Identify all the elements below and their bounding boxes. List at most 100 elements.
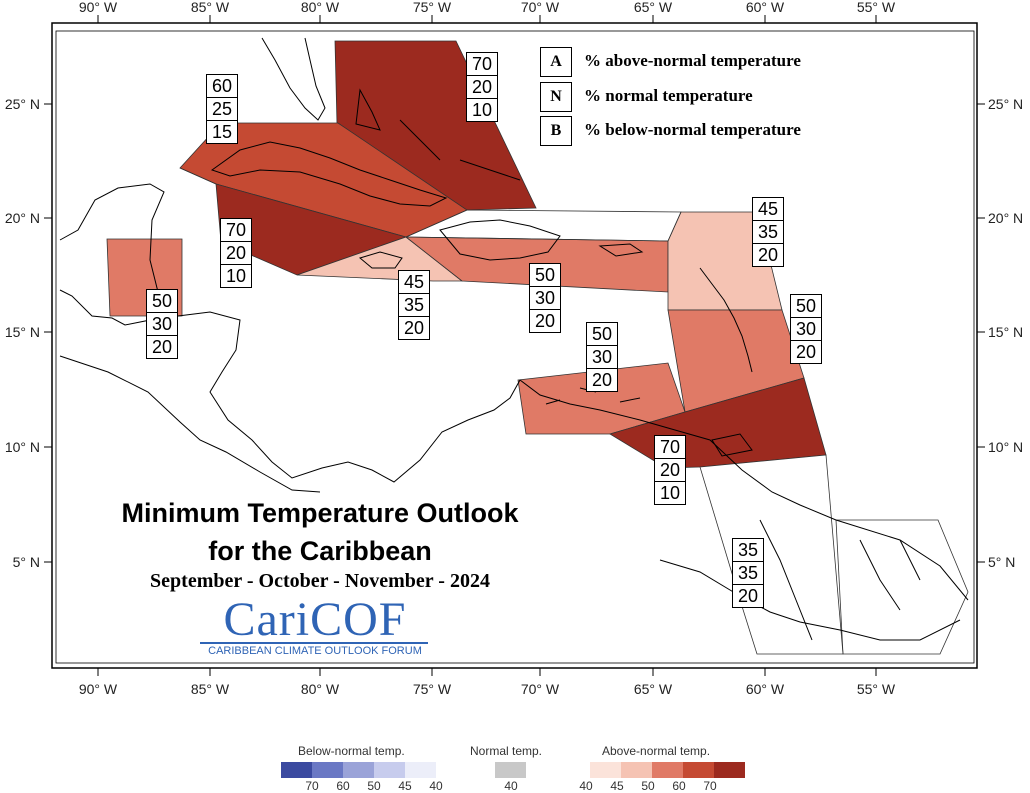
lat-label: 20° N [988,210,1023,226]
prob-box-guianas: 35 35 20 [732,538,764,608]
legend-value: 60 [336,779,350,793]
lon-label: 85° W [191,0,230,15]
lat-label: 15° N [988,324,1023,340]
lon-label: 90° W [79,681,118,697]
prob-normal: 35 [733,561,763,584]
prob-below: 20 [753,243,783,266]
prob-box-hispaniola: 50 30 20 [529,263,561,333]
legend-value: 45 [610,779,624,793]
axis-ticks [44,15,985,676]
lon-label: 80° W [301,0,340,15]
lat-label: 5° N [988,554,1015,570]
legend-swatch-below-50 [343,762,374,778]
lon-labels-bottom: 90° W 85° W 80° W 75° W 70° W 65° W 60° … [79,681,896,697]
coast-honduras [149,311,521,483]
legend-swatch-above-40 [590,762,621,778]
prob-normal: 30 [147,312,177,335]
prob-normal: 20 [467,75,497,98]
prob-above: 60 [211,76,233,96]
lon-label: 70° W [521,681,560,697]
coast-trinidad [711,433,753,457]
lon-label: 55° W [857,0,896,15]
coast-florida [261,37,326,121]
legend-swatch-above-60 [683,762,714,778]
lat-label: 25° N [5,96,40,112]
prob-below: 20 [791,340,821,363]
prob-above: 70 [471,54,493,74]
prob-above: 50 [795,296,817,316]
prob-box-cuba: 60 25 15 [206,74,238,144]
prob-box-belize: 50 30 20 [146,289,178,359]
coast-central-america [59,183,165,326]
lon-label: 60° W [746,681,785,697]
prob-below: 10 [467,98,497,121]
zone-white-box [405,209,682,242]
key-letter-a: A [540,47,572,77]
key-letter-b: B [540,116,572,146]
prob-above: 50 [591,324,613,344]
prob-below: 10 [221,264,251,287]
legend-value: 40 [504,779,518,793]
legend-value: 45 [398,779,412,793]
prob-below: 20 [147,335,177,358]
lat-labels-right: 25° N 20° N 15° N 10° N 5° N [988,96,1023,570]
prob-above: 70 [659,437,681,457]
prob-above: 50 [151,291,173,311]
lat-label: 5° N [13,554,40,570]
lon-label: 65° W [634,681,673,697]
legend-title-below: Below-normal temp. [298,744,405,758]
key-text-below: % below-normal temperature [584,120,801,139]
prob-box-trinidad: 70 20 10 [654,435,686,505]
coast-bahamas [355,88,521,181]
prob-normal: 30 [530,286,560,309]
legend-swatch-above-50 [652,762,683,778]
legend-value: 40 [429,779,443,793]
lon-label: 70° W [521,0,560,15]
lon-labels-top: 90° W 85° W 80° W 75° W 70° W 65° W 60° … [79,0,896,15]
map-period: September - October - November - 2024 [150,570,490,592]
prob-below: 20 [587,368,617,391]
legend-value: 50 [641,779,655,793]
coast-cuba [210,141,448,207]
prob-normal: 35 [399,293,429,316]
legend-swatch-below-60 [312,762,343,778]
prob-box-bahamas: 70 20 10 [466,52,498,122]
coastlines [59,37,969,641]
lat-label: 10° N [988,439,1023,455]
prob-below: 20 [399,316,429,339]
prob-normal: 25 [207,97,237,120]
coast-hispaniola [439,219,561,261]
caricof-logo: CariCOF [223,593,407,646]
lat-label: 10° N [5,439,40,455]
key-letter-n: N [540,82,572,112]
lon-label: 60° W [746,0,785,15]
prob-above: 70 [225,220,247,240]
lon-label: 85° W [191,681,230,697]
prob-box-cayman: 70 20 10 [220,218,252,288]
lon-label: 55° W [857,681,896,697]
prob-below: 20 [530,309,560,332]
map-inner-frame [55,30,975,664]
legend-swatch-below-40 [405,762,436,778]
lat-labels-left: 25° N 20° N 15° N 10° N 5° N [5,96,40,570]
prob-normal: 35 [753,220,783,243]
legend-value: 40 [579,779,593,793]
prob-below: 15 [207,120,237,143]
legend-swatch-above-70 [714,762,745,778]
logo-tagline: CARIBBEAN CLIMATE OUTLOOK FORUM [208,645,422,657]
lat-label: 15° N [5,324,40,340]
coast-guiana-rivers [759,519,921,641]
prob-box-leeward: 45 35 20 [752,197,784,267]
prob-normal: 30 [587,345,617,368]
prob-above: 35 [737,540,759,560]
legend-title-normal: Normal temp. [470,744,543,758]
map-title-line2: for the Caribbean [208,536,432,566]
coast-lesser-antilles [699,267,753,373]
coast-pacific-central-america [59,355,321,493]
legend-swatch-normal-40 [495,762,526,778]
prob-normal: 30 [791,317,821,340]
lon-label: 75° W [413,0,452,15]
key-text-above: % above-normal temperature [584,51,801,70]
coast-puerto-rico [598,243,644,257]
